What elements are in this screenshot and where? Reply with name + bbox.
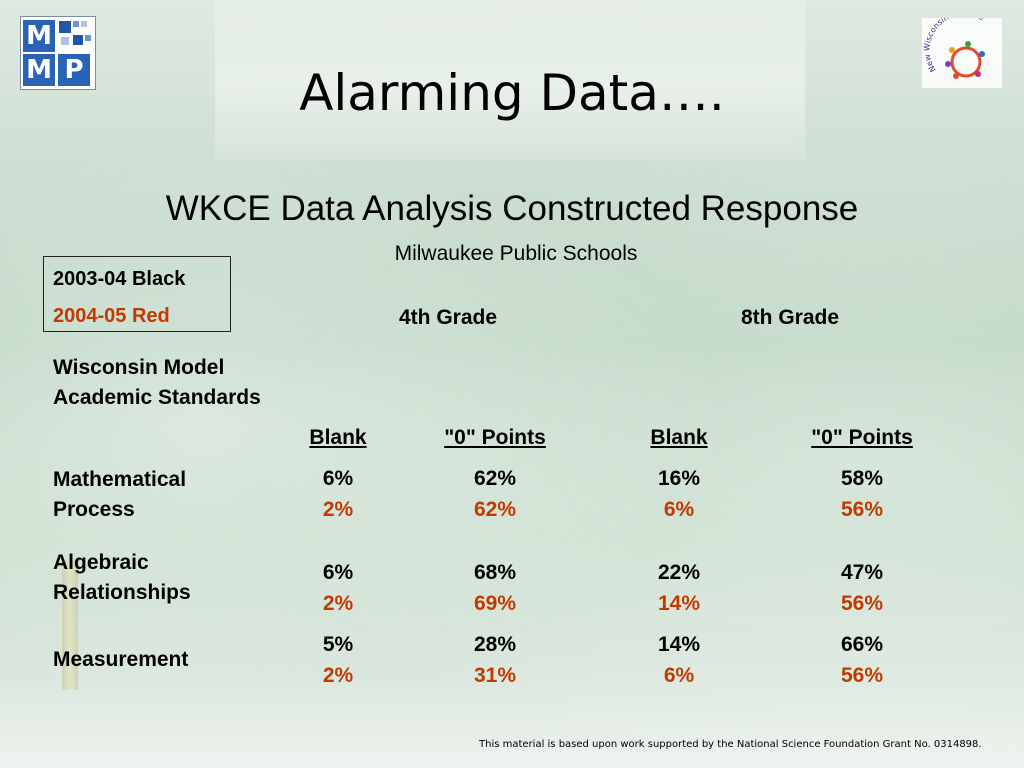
footnote: This material is based upon work support…	[479, 739, 982, 750]
slide-subtitle: WKCE Data Analysis Constructed Response	[165, 189, 859, 228]
cell-math-8th-zero-2003: 58%	[840, 467, 884, 490]
cell-math-4th-zero-2004: 62%	[473, 498, 517, 521]
cell-math-8th-zero-2004: 56%	[840, 498, 884, 521]
legend-2004-05: 2004-05 Red	[53, 305, 170, 327]
cell-algebra-8th-zero-2004: 56%	[840, 592, 884, 615]
legend-2003-04: 2003-04 Black	[53, 268, 186, 290]
cell-algebra-4th-zero-2004: 69%	[473, 592, 517, 615]
cell-measurement-8th-blank-2004: 6%	[663, 664, 695, 687]
grade-header-8th: 8th Grade	[740, 306, 840, 329]
cell-math-4th-blank-2003: 6%	[322, 467, 354, 490]
grade-header-4th: 4th Grade	[398, 306, 498, 329]
cell-measurement-4th-blank-2004: 2%	[322, 664, 354, 687]
cell-measurement-8th-zero-2003: 66%	[840, 633, 884, 656]
cell-math-8th-blank-2004: 6%	[663, 498, 695, 521]
cell-math-8th-blank-2003: 16%	[657, 467, 701, 490]
standards-label: Wisconsin Model Academic Standards	[53, 356, 261, 409]
row-label-algebraic-relationships: Algebraic Relationships	[53, 551, 191, 604]
cell-algebra-8th-blank-2004: 14%	[657, 592, 701, 615]
district-name: Milwaukee Public Schools	[394, 242, 638, 265]
row-label-mathematical-process: Mathematical Process	[53, 468, 187, 521]
cell-math-4th-blank-2004: 2%	[322, 498, 354, 521]
column-header-4th-zero-points: "0" Points	[444, 426, 546, 449]
cell-measurement-8th-zero-2004: 56%	[840, 664, 884, 687]
slide-title: Alarming Data….	[299, 64, 725, 122]
mmp-logo: M M P	[20, 16, 96, 90]
cell-algebra-8th-zero-2003: 47%	[840, 561, 884, 584]
new-wisconsin-promise-logo: New Wisconsin Promise	[922, 18, 1002, 88]
row-label-measurement: Measurement	[53, 648, 189, 671]
cell-measurement-4th-blank-2003: 5%	[322, 633, 354, 656]
column-header-4th-blank: Blank	[309, 426, 367, 449]
cell-algebra-8th-blank-2003: 22%	[657, 561, 701, 584]
chalkboard-highlight	[215, 0, 805, 160]
cell-measurement-4th-zero-2003: 28%	[473, 633, 517, 656]
cell-math-4th-zero-2003: 62%	[473, 467, 517, 490]
background-pole	[62, 560, 78, 690]
cell-measurement-4th-zero-2004: 31%	[473, 664, 517, 687]
column-header-8th-blank: Blank	[650, 426, 708, 449]
cell-algebra-4th-blank-2004: 2%	[322, 592, 354, 615]
year-legend: 2003-04 Black 2004-05 Red	[43, 256, 231, 332]
cell-measurement-8th-blank-2003: 14%	[657, 633, 701, 656]
cell-algebra-4th-zero-2003: 68%	[473, 561, 517, 584]
cell-algebra-4th-blank-2003: 6%	[322, 561, 354, 584]
column-header-8th-zero-points: "0" Points	[811, 426, 913, 449]
